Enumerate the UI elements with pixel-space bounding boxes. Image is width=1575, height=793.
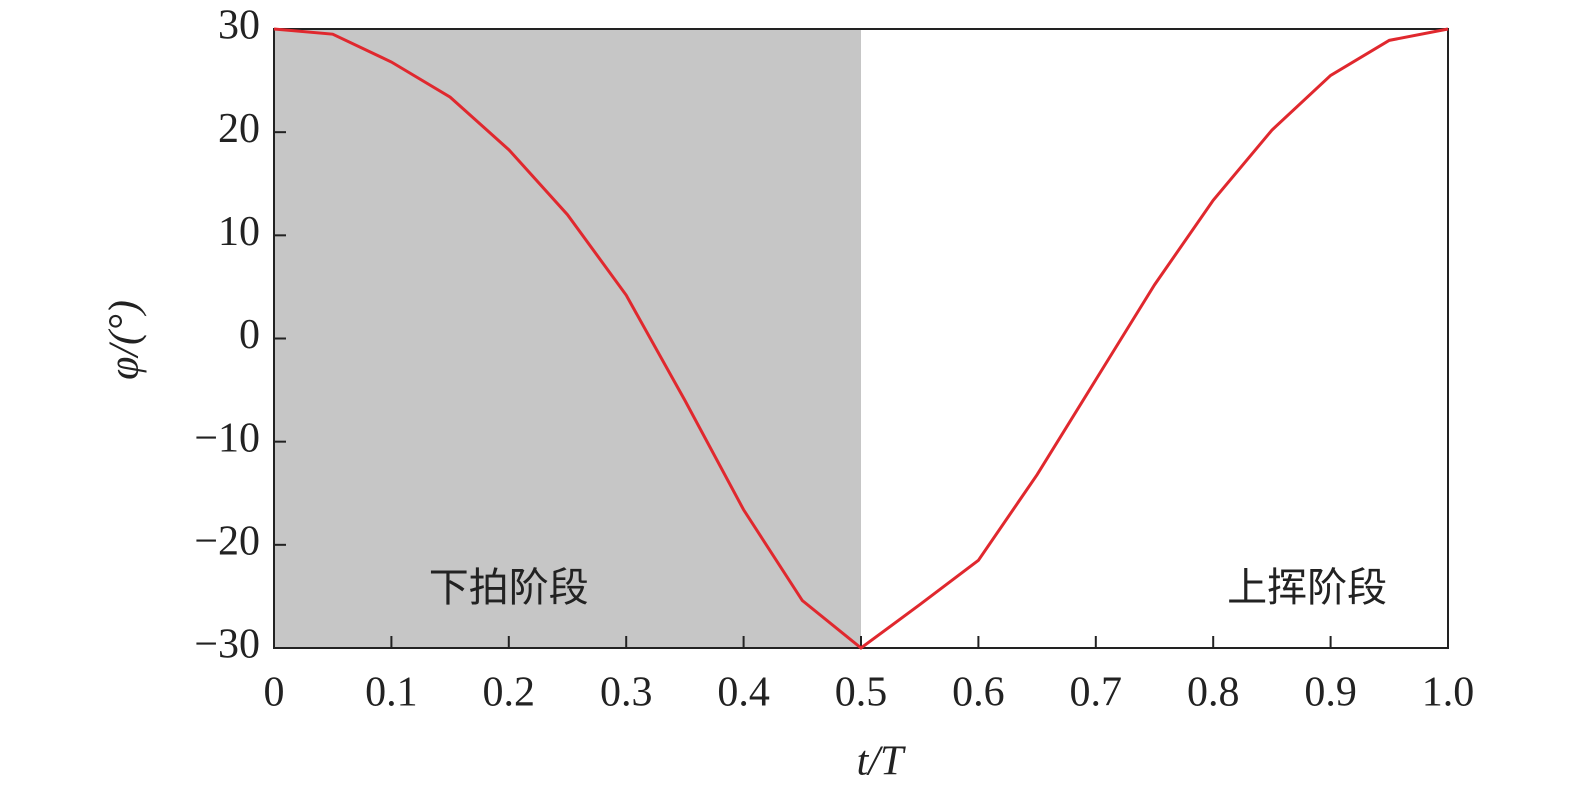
y-axis-label: φ/(°) (102, 300, 148, 380)
x-tick-label: 0.1 (365, 670, 418, 716)
y-tick-label: −10 (194, 415, 260, 461)
x-tick-label: 0.3 (600, 670, 653, 716)
data-line (273, 27, 1449, 650)
x-tick-label: 0.2 (483, 670, 536, 716)
annotation: 下拍阶段 (429, 565, 589, 611)
y-tick-label: 0 (239, 312, 260, 358)
x-tick-label: 0.9 (1304, 670, 1357, 716)
x-tick-label: 0.7 (1070, 670, 1123, 716)
x-tick-label: 0.4 (717, 670, 770, 716)
y-tick-label: −30 (194, 622, 260, 668)
x-tick-label: 1.0 (1422, 670, 1475, 716)
x-tick-label: 0 (264, 670, 285, 716)
x-tick-label: 0.5 (835, 670, 888, 716)
x-axis-label: t/T (857, 739, 906, 785)
shaded-region (274, 29, 861, 648)
y-tick-label: 10 (218, 209, 260, 255)
y-tick-label: 30 (218, 3, 260, 49)
x-tick-label: 0.8 (1187, 670, 1240, 716)
x-tick-label: 0.6 (952, 670, 1005, 716)
y-tick-label: −20 (194, 518, 260, 564)
y-tick-label: 20 (218, 106, 260, 152)
annotation: 上挥阶段 (1227, 565, 1387, 611)
